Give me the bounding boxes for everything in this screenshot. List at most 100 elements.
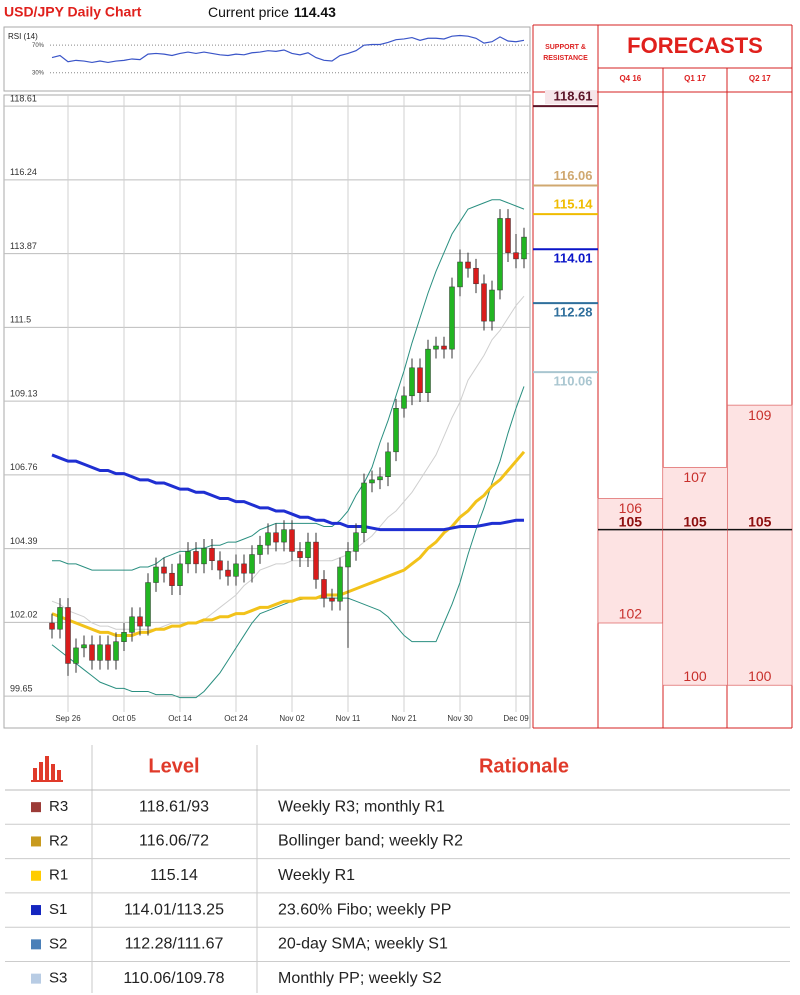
candle-body [49,622,55,630]
candle-body [361,482,367,533]
level-rationale: Weekly R1 [278,867,355,884]
forecast-range [662,466,728,686]
current-price-value: 114.43 [294,4,336,20]
candle-body [449,286,455,350]
candle-body [65,607,71,664]
candle-body [425,348,431,393]
candle-body [497,218,503,291]
candle-body [137,616,143,627]
y-tick-label: 106.76 [10,462,38,472]
level-swatch [31,870,41,881]
price-panel [3,94,531,729]
candle-body [489,289,495,322]
candle-body [401,395,407,409]
candle-body [305,541,311,558]
candle-body [169,572,175,586]
candle-body [241,563,247,574]
level-value: 110.06/109.78 [123,970,224,987]
candle-body [273,532,279,543]
level-swatch [31,973,41,984]
forecast-range [597,498,664,624]
candle-body [377,476,383,481]
candle-body [185,551,191,565]
y-tick-label: 113.87 [10,241,37,251]
candle-body [233,563,239,577]
rsi-panel [3,26,531,92]
y-tick-label: 111.5 [10,315,31,325]
x-tick-label: Sep 26 [55,714,81,723]
forecast-range [727,404,793,686]
sr-level-label: 110.06 [553,374,592,389]
candle-body [417,367,423,393]
forecast-mid-label: 105 [619,513,643,529]
indicator-line [51,453,524,532]
level-rationale: Monthly PP; weekly S2 [278,970,442,987]
level-name: S2 [49,935,67,952]
candle-body [321,579,327,599]
candle-body [209,548,215,562]
rsi-tick-label: 30% [32,70,45,76]
level-rationale: 23.60% Fibo; weekly PP [278,901,451,918]
indicator-line [51,450,526,637]
candle-body [289,529,295,552]
level-value: 118.61/93 [139,798,209,815]
indicator-line [52,199,525,571]
level-value: 112.28/111.67 [125,936,224,953]
candle-body [73,647,79,664]
candle-body [89,644,95,661]
candle-body [505,218,511,253]
sr-level-label: 115.14 [553,197,593,212]
candle-body [81,644,87,649]
y-tick-label: 99.65 [10,684,33,694]
rsi-title: RSI (14) [8,32,38,41]
y-tick-label: 104.39 [10,536,38,546]
current-price: Current price 114.43 [208,4,336,20]
forecast-high-label: 106 [619,500,643,516]
table-icon [31,756,63,782]
candle-body [153,566,159,583]
level-name: S1 [49,901,67,918]
candle-body [177,563,183,586]
y-tick-label: 109.13 [10,388,38,398]
candle-body [353,532,359,552]
candle-body [249,554,255,574]
sr-level-label: 118.61 [553,89,592,104]
sr-level-label: 116.06 [553,168,592,183]
indicator-line [51,386,525,699]
candle-body [297,551,303,558]
candle-body [161,566,167,574]
x-tick-label: Nov 02 [279,714,305,723]
candle-body [441,345,447,350]
candle-body [337,566,343,602]
candle-body [385,451,391,477]
candle-body [433,345,439,350]
y-tick-label: 116.24 [10,167,37,177]
x-tick-label: Oct 05 [112,714,136,723]
candle-body [313,541,319,580]
candle-body [481,283,487,322]
forecast-high-label: 107 [683,469,707,485]
candle-body [513,252,519,260]
sr-level-label: 114.01 [553,251,592,266]
forecast-low-label: 100 [683,668,707,684]
candle-body [97,644,103,661]
sr-level-label: 112.28 [553,305,592,320]
y-tick-label: 102.02 [10,610,38,620]
candle-body [265,532,271,546]
x-tick-label: Nov 30 [447,714,473,723]
candle-body [129,616,135,633]
candle-body [521,236,527,260]
candle-body [473,267,479,285]
x-tick-label: Oct 14 [168,714,192,723]
candle-body [105,644,111,661]
sr-header: SUPPORT & RESISTANCE [543,44,588,62]
x-tick-label: Nov 11 [336,714,361,723]
sr-header-text: SUPPORT & RESISTANCE [543,44,588,62]
level-name: R1 [49,867,68,884]
level-rationale: Weekly R3; monthly R1 [278,798,445,815]
forecast-column-label: Q2 17 [749,74,771,83]
candle-body [457,261,463,288]
table-header: Level [148,755,199,777]
